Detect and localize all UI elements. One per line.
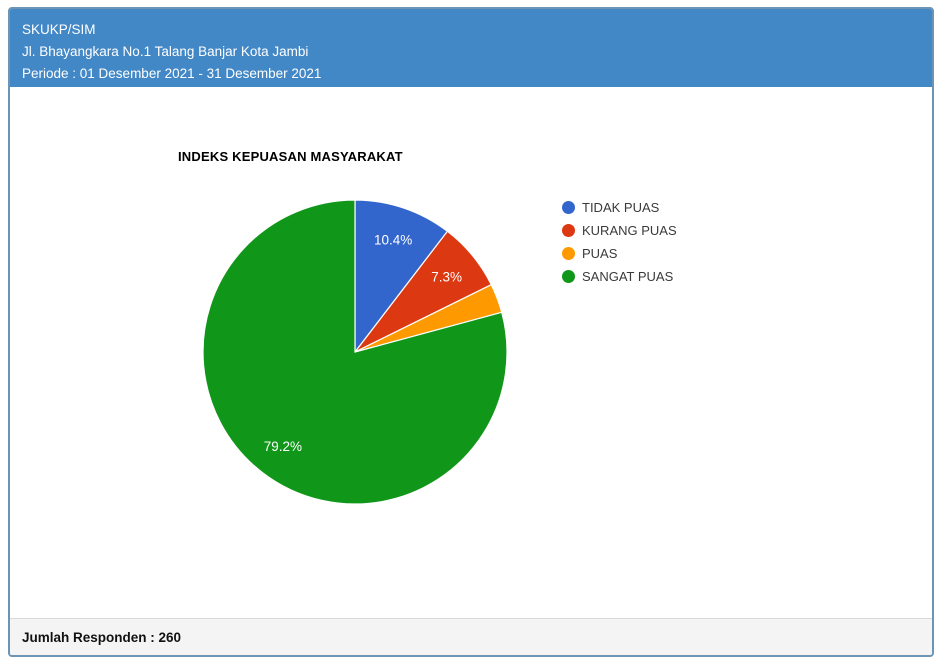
legend-swatch-kurang-puas-icon [562, 224, 575, 237]
legend-swatch-puas-icon [562, 247, 575, 260]
legend-label: KURANG PUAS [582, 223, 677, 238]
report-card: SKUKP/SIM Jl. Bhayangkara No.1 Talang Ba… [8, 7, 934, 657]
chart-title: INDEKS KEPUASAN MASYARAKAT [178, 149, 403, 164]
pie-slice-sangat-puas[interactable] [202, 199, 508, 505]
pie-chart-svg[interactable]: 10.4% 7.3% 79.2% [200, 197, 510, 507]
legend-item-puas[interactable]: PUAS [562, 242, 677, 265]
chart-legend: TIDAK PUAS KURANG PUAS PUAS SANGAT PUAS [562, 196, 677, 288]
pie-slice-label: 79.2% [264, 439, 302, 454]
report-address: Jl. Bhayangkara No.1 Talang Banjar Kota … [22, 44, 309, 59]
report-period: Periode : 01 Desember 2021 - 31 Desember… [22, 66, 322, 81]
legend-label: SANGAT PUAS [582, 269, 674, 284]
pie-chart[interactable]: 10.4% 7.3% 79.2% [200, 197, 510, 507]
report-footer: Jumlah Responden : 260 [10, 618, 932, 655]
respondent-count: Jumlah Responden : 260 [22, 629, 182, 645]
legend-label: PUAS [582, 246, 618, 261]
legend-item-kurang-puas[interactable]: KURANG PUAS [562, 219, 677, 242]
chart-area: INDEKS KEPUASAN MASYARAKAT 10.4% 7.3% 79.2… [10, 87, 932, 618]
legend-swatch-tidak-puas-icon [562, 201, 575, 214]
legend-item-sangat-puas[interactable]: SANGAT PUAS [562, 265, 677, 288]
report-app-title: SKUKP/SIM [22, 22, 96, 37]
legend-label: TIDAK PUAS [582, 200, 660, 215]
legend-item-tidak-puas[interactable]: TIDAK PUAS [562, 196, 677, 219]
legend-swatch-sangat-puas-icon [562, 270, 575, 283]
pie-slice-label: 7.3% [431, 269, 462, 284]
pie-slice-tidak-puas[interactable] [354, 199, 449, 354]
report-header: SKUKP/SIM Jl. Bhayangkara No.1 Talang Ba… [10, 9, 932, 87]
pie-slice-label: 10.4% [374, 232, 412, 247]
